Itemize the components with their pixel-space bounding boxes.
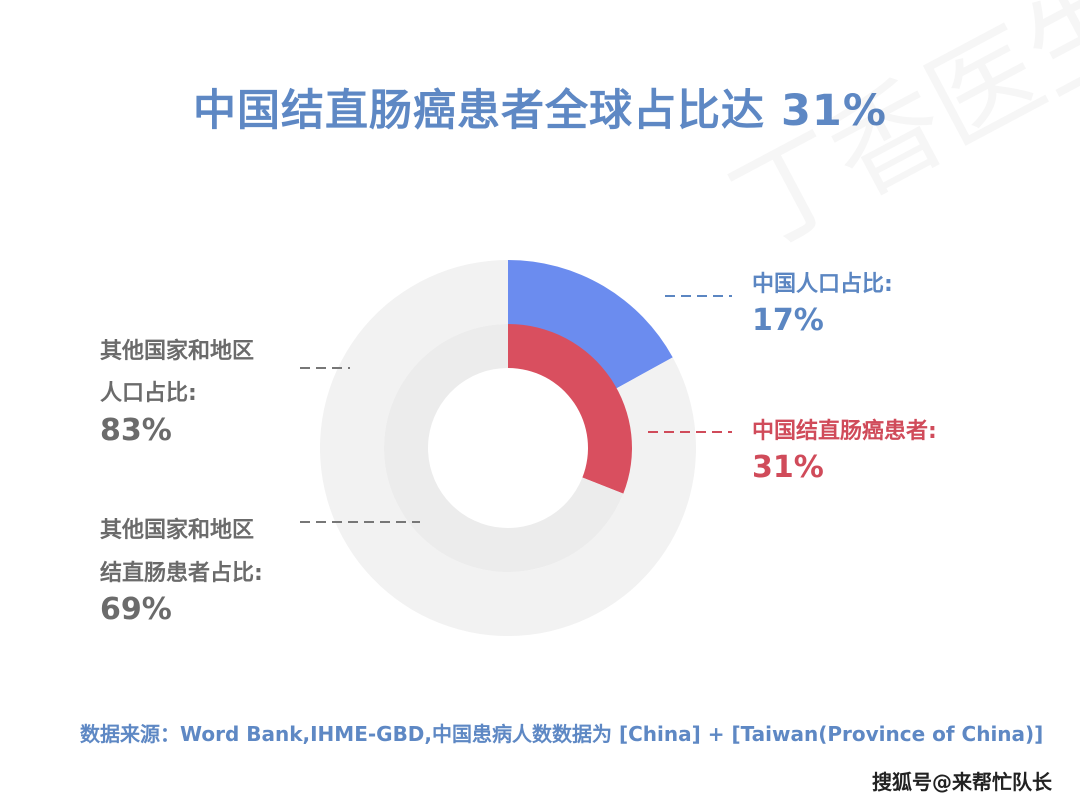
ring-0-slice-1 — [319, 260, 696, 637]
other-crc-value: 69% — [100, 592, 172, 627]
other-population-label-line2: 人口占比: — [100, 381, 197, 406]
watermark: 丁香医生 — [712, 0, 1080, 273]
other-population-value: 83% — [100, 413, 172, 448]
other-crc-label-line1: 其他国家和地区 — [100, 518, 255, 543]
leader-lines — [300, 295, 732, 523]
ring-0-slice-0 — [508, 260, 673, 391]
china-population-label: 中国人口占比: — [752, 272, 893, 297]
ring-1-slice-0 — [508, 324, 632, 494]
other-population-label-line1: 其他国家和地区 — [100, 339, 255, 364]
chart-title: 中国结直肠癌患者全球占比达 31% — [193, 86, 887, 136]
outer-ring — [319, 260, 696, 637]
data-source-note: 数据来源：Word Bank,IHME-GBD,中国患病人数数据为 [China… — [80, 722, 1044, 746]
china-crc-value: 31% — [752, 450, 824, 485]
other-crc-label-line2: 结直肠患者占比: — [100, 561, 263, 586]
footer-credit: 搜狐号@来帮忙队长 — [872, 770, 1052, 794]
inner-ring — [384, 324, 632, 573]
china-population-value: 17% — [752, 303, 824, 338]
china-crc-label: 中国结直肠癌患者: — [752, 419, 937, 444]
ring-1-slice-1 — [384, 324, 624, 573]
